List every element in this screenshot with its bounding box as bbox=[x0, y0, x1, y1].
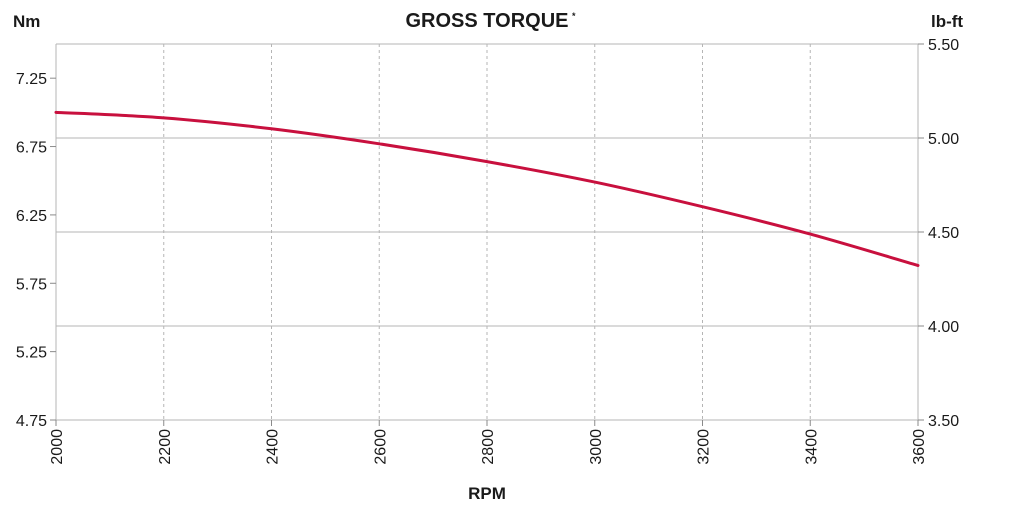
left-tick-label: 4.75 bbox=[16, 413, 47, 430]
left-axis-unit-label: Nm bbox=[13, 12, 40, 31]
x-tick-label: 2400 bbox=[265, 429, 282, 465]
right-tick-label: 4.00 bbox=[928, 319, 959, 336]
left-tick-label: 5.25 bbox=[16, 345, 47, 362]
right-tick-label: 3.50 bbox=[928, 413, 959, 430]
series-layer bbox=[54, 110, 920, 267]
x-axis-title: RPM bbox=[468, 484, 506, 503]
x-tick-label: 3000 bbox=[588, 429, 605, 465]
left-tick-label: 6.75 bbox=[16, 140, 47, 157]
x-tick-label: 2800 bbox=[480, 429, 497, 465]
right-axis-unit-label: lb-ft bbox=[931, 12, 963, 31]
x-tick-label: 3200 bbox=[696, 429, 713, 465]
right-tick-label: 5.50 bbox=[928, 37, 959, 54]
x-tick-label: 3400 bbox=[803, 429, 820, 465]
ticks-layer: 4.75 5.25 5.75 6.25 6.75 7.25 3.50 4.00 4.50 5.00… bbox=[16, 37, 959, 465]
right-tick-label: 4.50 bbox=[928, 225, 959, 242]
x-tick-label: 2200 bbox=[157, 429, 174, 465]
chart-title: GROSS TORQUE bbox=[406, 10, 569, 32]
x-tick-label: 3600 bbox=[911, 429, 928, 465]
grid-layer bbox=[55, 43, 919, 421]
chart-title-superscript: * bbox=[572, 11, 576, 21]
right-tick-label: 5.00 bbox=[928, 131, 959, 148]
x-tick-label: 2600 bbox=[372, 429, 389, 465]
left-tick-label: 7.25 bbox=[16, 71, 47, 88]
left-tick-label: 5.75 bbox=[16, 276, 47, 293]
left-tick-label: 6.25 bbox=[16, 208, 47, 225]
torque-series-line bbox=[54, 110, 920, 267]
x-tick-label: 2000 bbox=[49, 429, 66, 465]
